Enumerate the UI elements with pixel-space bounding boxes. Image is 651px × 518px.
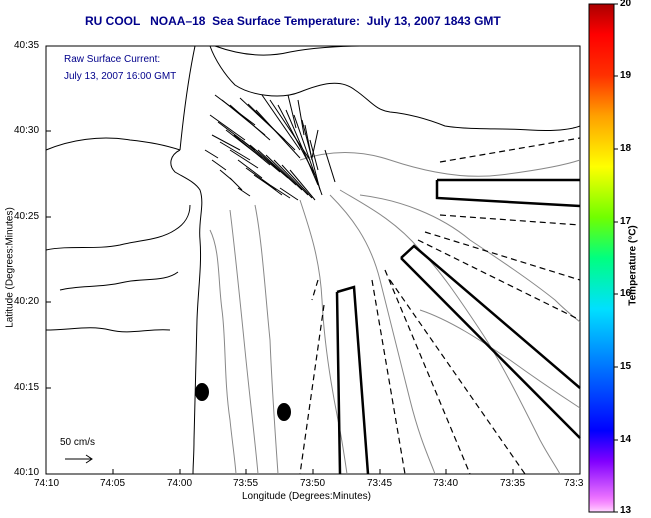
colorbar-tick-label: 13 xyxy=(620,505,632,516)
plot-frame xyxy=(45,45,581,475)
scale-label: 50 cm/s xyxy=(60,437,96,448)
colorbar-tick-label: 16 xyxy=(620,288,632,299)
restricted-areas xyxy=(335,178,581,475)
x-tick-label: 74:00 xyxy=(167,478,193,489)
x-tick-label: 73:45 xyxy=(367,478,393,489)
y-tick-label: 40:15 xyxy=(14,382,40,393)
bathymetry-contours xyxy=(209,152,581,475)
x-tick-label: 73:3 xyxy=(564,478,584,489)
y-tick-label: 40:30 xyxy=(14,125,40,136)
x-tick-label: 73:50 xyxy=(300,478,326,489)
x-axis-label: Longitude (Degrees:Minutes) xyxy=(242,491,371,502)
colorbar-ticks xyxy=(614,3,618,513)
colorbar-tick-label: 19 xyxy=(620,70,632,81)
x-tick-label: 73:40 xyxy=(433,478,459,489)
y-tick-label: 40:25 xyxy=(14,211,40,222)
y-axis-label: Latitude (Degrees:Minutes) xyxy=(4,207,16,328)
y-ticks xyxy=(46,45,51,475)
x-ticks xyxy=(45,469,581,474)
x-tick-label: 73:35 xyxy=(500,478,526,489)
x-tick-label: 74:05 xyxy=(100,478,126,489)
inset-line-1: Raw Surface Current: xyxy=(64,54,161,65)
scale-arrow xyxy=(65,454,93,464)
coastline xyxy=(45,45,581,475)
colorbar-tick-label: 17 xyxy=(620,216,632,227)
y-tick-label: 40:20 xyxy=(14,296,40,307)
colorbar-tick-label: 20 xyxy=(620,0,632,9)
colorbar-title: Temperature (°C) xyxy=(627,225,639,306)
colorbar-tick-label: 15 xyxy=(620,361,632,372)
buoy-marker xyxy=(195,383,209,401)
y-tick-label: 40:10 xyxy=(14,467,40,478)
colorbar-tick-label: 18 xyxy=(620,143,632,154)
buoy-marker xyxy=(277,403,291,421)
x-tick-label: 73:55 xyxy=(233,478,259,489)
current-vectors xyxy=(204,94,336,201)
shipping-lanes xyxy=(299,137,581,475)
colorbar-tick-label: 14 xyxy=(620,434,632,445)
inset-line-2: July 13, 2007 16:00 GMT xyxy=(64,71,177,82)
y-tick-label: 40:35 xyxy=(14,40,40,51)
colorbar-gradient xyxy=(588,3,615,513)
x-tick-label: 74:10 xyxy=(34,478,60,489)
